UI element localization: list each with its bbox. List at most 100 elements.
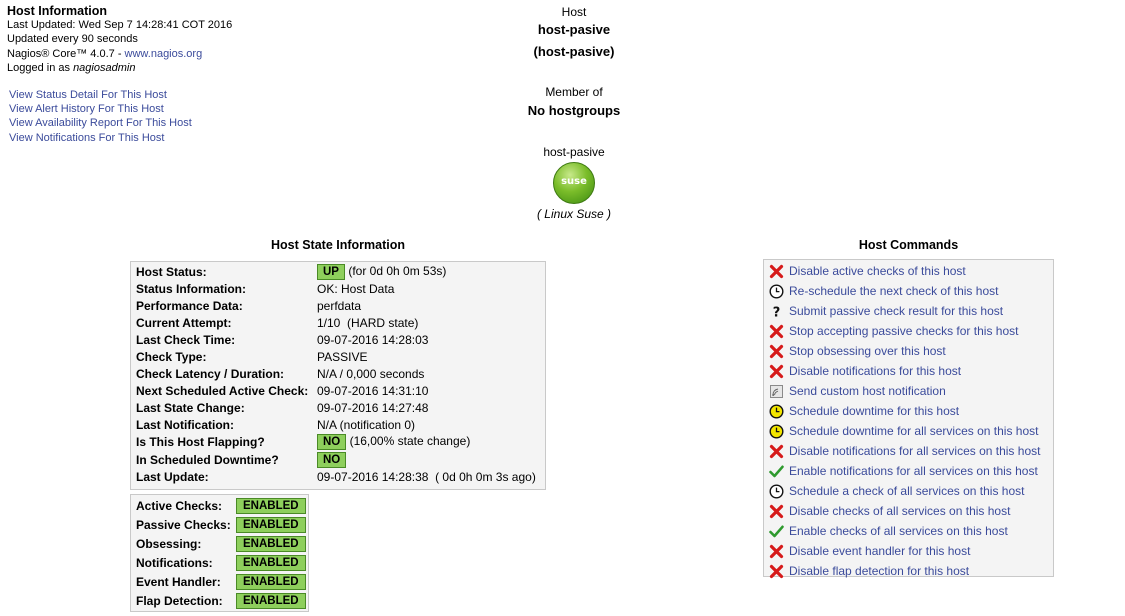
command-item: Disable checks of all services on this h… — [764, 501, 1053, 521]
command-item: Disable flap detection for this host — [764, 561, 1053, 581]
command-link[interactable]: Disable active checks of this host — [789, 264, 966, 278]
check-key: Passive Checks: — [136, 517, 231, 532]
state-value: perfdata — [317, 298, 362, 313]
check-row: Event Handler: ENABLED — [134, 572, 308, 591]
enabled-badge: ENABLED — [236, 516, 306, 533]
green-check-icon[interactable] — [768, 463, 784, 479]
command-item: Schedule downtime for this host — [764, 401, 1053, 421]
command-link[interactable]: Re-schedule the next check of this host — [789, 284, 999, 298]
state-value-cell: UP (for 0d 0h 0m 53s) — [315, 263, 538, 280]
check-value-cell: ENABLED — [234, 572, 308, 591]
command-item: Send custom host notification — [764, 381, 1053, 401]
state-value-cell: N/A / 0,000 seconds — [315, 366, 538, 383]
red-x-icon[interactable] — [768, 263, 784, 279]
icon-host-name: host-pasive — [543, 145, 605, 159]
enabled-badge: ENABLED — [236, 554, 306, 571]
state-value-cell: NO (16,00% state change) — [315, 434, 538, 451]
red-x-icon[interactable] — [768, 323, 784, 339]
state-row: Last Check Time: 09-07-2016 14:28:03 — [134, 331, 538, 348]
host-commands-panel: Disable active checks of this host Re-sch… — [763, 259, 1054, 578]
red-x-icon[interactable] — [768, 443, 784, 459]
state-value-cell: N/A (notification 0) — [315, 417, 538, 434]
suse-logo-icon: suse — [553, 162, 595, 204]
red-x-icon[interactable] — [768, 563, 784, 579]
view-availability-report-link[interactable]: View Availability Report For This Host — [9, 117, 192, 130]
host-summary: Host host-pasive (host-pasive) Member of… — [474, 4, 674, 221]
state-value: OK: Host Data — [317, 281, 395, 296]
state-key: Check Type: — [136, 350, 207, 365]
state-value: 09-07-2016 14:28:38 ( 0d 0h 0m 3s ago) — [317, 469, 536, 484]
state-key: Is This Host Flapping? — [136, 435, 265, 450]
command-item: Schedule downtime for all services on th… — [764, 421, 1053, 441]
nagios-link[interactable]: www.nagios.org — [124, 47, 203, 60]
red-x-icon[interactable] — [768, 343, 784, 359]
yellow-clock-icon[interactable] — [768, 423, 784, 439]
command-link[interactable]: Stop accepting passive checks for this h… — [789, 324, 1019, 338]
command-link[interactable]: Disable notifications for this host — [789, 364, 962, 378]
command-item: Disable event handler for this host — [764, 541, 1053, 561]
command-link[interactable]: Schedule a check of all services on this… — [789, 484, 1025, 498]
nav-links: View Status Detail For This Host View Al… — [9, 88, 192, 145]
command-item: ? Submit passive check result for this ho… — [764, 301, 1053, 321]
command-link[interactable]: Send custom host notification — [789, 384, 946, 398]
clock-icon[interactable] — [768, 283, 784, 299]
command-link[interactable]: Disable checks of all services on this h… — [789, 504, 1011, 518]
check-row: Active Checks: ENABLED — [134, 496, 308, 515]
state-key: Last State Change: — [136, 401, 245, 416]
state-row: Last Update: 09-07-2016 14:28:38 ( 0d 0h … — [134, 468, 538, 485]
state-key: Last Update: — [136, 469, 209, 484]
view-alert-history-link[interactable]: View Alert History For This Host — [9, 103, 164, 116]
red-x-icon[interactable] — [768, 503, 784, 519]
notify-icon[interactable] — [768, 383, 784, 399]
command-link[interactable]: Enable notifications for all services on… — [789, 464, 1038, 478]
enabled-badge: ENABLED — [236, 497, 306, 514]
enabled-badge: ENABLED — [236, 573, 306, 590]
command-link[interactable]: Disable flap detection for this host — [789, 564, 970, 578]
status-badge: UP — [317, 263, 345, 280]
view-status-detail-link[interactable]: View Status Detail For This Host — [9, 89, 167, 101]
green-check-icon[interactable] — [768, 523, 784, 539]
command-link[interactable]: Enable checks of all services on this ho… — [789, 524, 1008, 538]
last-updated-text: Last Updated: Wed Sep 7 14:28:41 COT 201… — [7, 19, 233, 32]
command-link[interactable]: Schedule downtime for all services on th… — [789, 424, 1039, 438]
command-item: Schedule a check of all services on this… — [764, 481, 1053, 501]
question-icon[interactable]: ? — [768, 303, 784, 319]
state-value: (for 0d 0h 0m 53s) — [344, 263, 447, 278]
status-badge: NO — [317, 434, 347, 451]
command-link[interactable]: Schedule downtime for this host — [789, 404, 960, 418]
state-value-cell: 09-07-2016 14:28:38 ( 0d 0h 0m 3s ago) — [315, 468, 538, 485]
check-value-cell: ENABLED — [234, 515, 308, 534]
command-link[interactable]: Submit passive check result for this hos… — [789, 304, 1004, 318]
check-key: Flap Detection: — [136, 593, 223, 608]
host-state-header: Host State Information — [270, 238, 406, 252]
host-state-table: Host Status: UP (for 0d 0h 0m 53s) Status … — [130, 261, 546, 490]
check-key: Obsessing: — [136, 536, 202, 551]
command-link[interactable]: Stop obsessing over this host — [789, 344, 946, 358]
view-notifications-link[interactable]: View Notifications For This Host — [9, 131, 165, 144]
enabled-badge: ENABLED — [236, 535, 306, 552]
update-interval-text: Updated every 90 seconds — [7, 33, 138, 46]
command-link[interactable]: Disable notifications for all services o… — [789, 444, 1041, 458]
state-key: Performance Data: — [136, 298, 243, 313]
red-x-icon[interactable] — [768, 363, 784, 379]
command-item: Stop obsessing over this host — [764, 341, 1053, 361]
red-x-icon[interactable] — [768, 543, 784, 559]
state-value: 1/10 (HARD state) — [317, 315, 419, 330]
yellow-clock-icon[interactable] — [768, 403, 784, 419]
state-value: N/A (notification 0) — [317, 418, 416, 433]
clock-icon[interactable] — [768, 483, 784, 499]
state-row: Next Scheduled Active Check: 09-07-2016 1… — [134, 383, 538, 400]
state-value-cell: 09-07-2016 14:28:03 — [315, 331, 538, 348]
status-badge: NO — [317, 451, 347, 468]
state-row: Host Status: UP (for 0d 0h 0m 53s) — [134, 263, 538, 280]
command-link[interactable]: Disable event handler for this host — [789, 544, 971, 558]
state-row: Performance Data: perfdata — [134, 297, 538, 314]
host-commands-header: Host Commands — [858, 238, 959, 252]
state-value: 09-07-2016 14:31:10 — [317, 384, 429, 399]
logged-in-line: Logged in as nagiosadmin — [7, 61, 232, 75]
state-row: Current Attempt: 1/10 (HARD state) — [134, 314, 538, 331]
enabled-badge: ENABLED — [236, 592, 306, 609]
state-value: 09-07-2016 14:27:48 — [317, 401, 429, 416]
state-value-cell: 09-07-2016 14:27:48 — [315, 400, 538, 417]
command-item: Stop accepting passive checks for this h… — [764, 321, 1053, 341]
